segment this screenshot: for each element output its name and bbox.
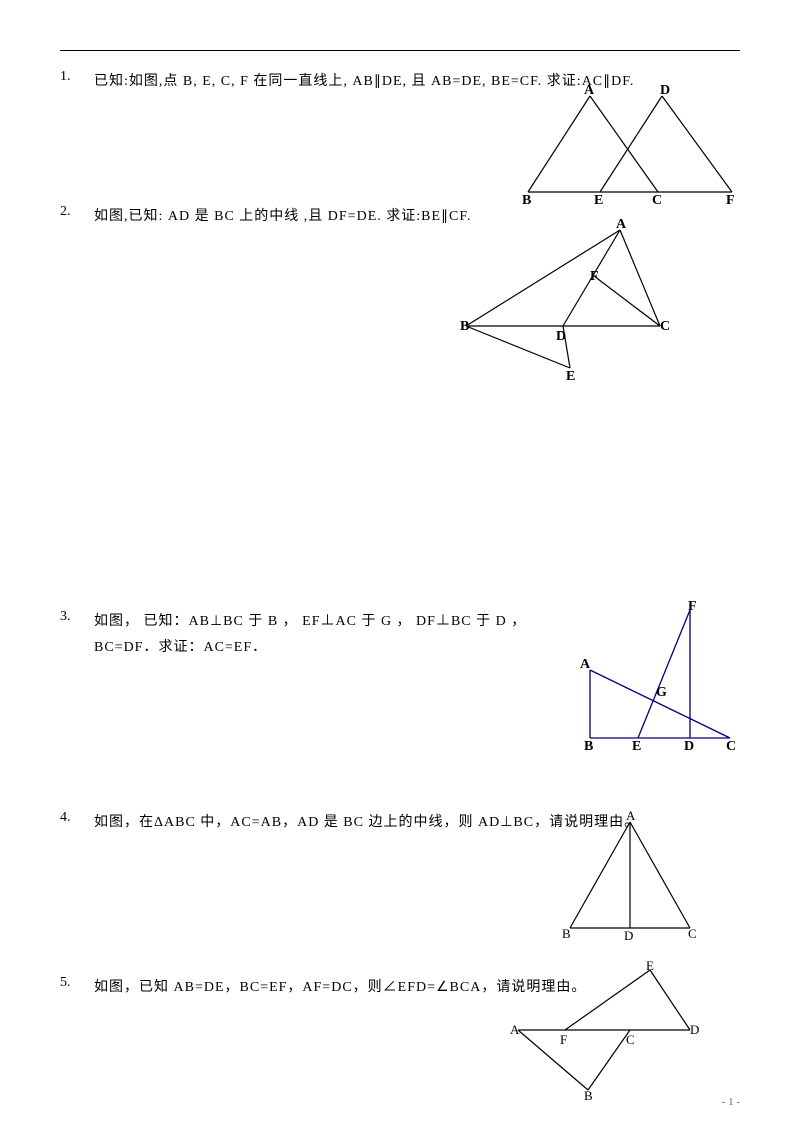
svg-text:C: C: [726, 739, 736, 750]
diagram-5-svg: E A F C D B: [510, 960, 700, 1100]
figure-4: A B D C: [560, 810, 700, 940]
svg-text:F: F: [560, 1032, 567, 1047]
svg-text:E: E: [632, 739, 641, 750]
svg-text:B: B: [584, 739, 593, 750]
problem-number: 3.: [60, 609, 94, 625]
svg-text:C: C: [652, 193, 662, 204]
figure-3: F A G B E D C: [580, 600, 740, 750]
svg-text:A: A: [580, 657, 591, 672]
svg-text:A: A: [510, 1022, 520, 1037]
svg-text:D: D: [660, 84, 670, 98]
svg-text:D: D: [556, 329, 566, 344]
svg-text:C: C: [688, 926, 697, 940]
svg-text:B: B: [584, 1088, 593, 1100]
svg-text:D: D: [624, 928, 633, 940]
svg-text:F: F: [590, 269, 599, 284]
problem-number: 1.: [60, 69, 94, 85]
page-number: - 1 -: [722, 1096, 740, 1108]
svg-text:G: G: [656, 685, 667, 700]
diagram-4-svg: A B D C: [560, 810, 700, 940]
svg-text:D: D: [684, 739, 694, 750]
svg-text:A: A: [616, 218, 627, 232]
top-horizontal-rule: [60, 50, 740, 51]
problem-number: 5.: [60, 975, 94, 991]
problem-number: 4.: [60, 810, 94, 826]
svg-text:B: B: [460, 319, 469, 334]
diagram-3-svg: F A G B E D C: [580, 600, 740, 750]
svg-text:B: B: [522, 193, 531, 204]
diagram-1-svg: A D B E C F: [520, 84, 740, 204]
svg-text:E: E: [646, 960, 654, 973]
figure-5: E A F C D B: [510, 960, 700, 1100]
svg-text:A: A: [626, 810, 636, 823]
svg-text:E: E: [566, 369, 575, 383]
svg-text:C: C: [660, 319, 670, 334]
svg-text:F: F: [726, 193, 735, 204]
figure-1: A D B E C F: [520, 84, 740, 204]
svg-text:E: E: [594, 193, 603, 204]
problem-number: 2.: [60, 204, 94, 220]
svg-text:C: C: [626, 1032, 635, 1047]
svg-text:A: A: [584, 84, 595, 98]
svg-text:F: F: [688, 600, 697, 614]
svg-text:D: D: [690, 1022, 699, 1037]
figure-2: A F B D C E: [460, 218, 670, 383]
diagram-2-svg: A F B D C E: [460, 218, 670, 383]
svg-text:B: B: [562, 926, 571, 940]
